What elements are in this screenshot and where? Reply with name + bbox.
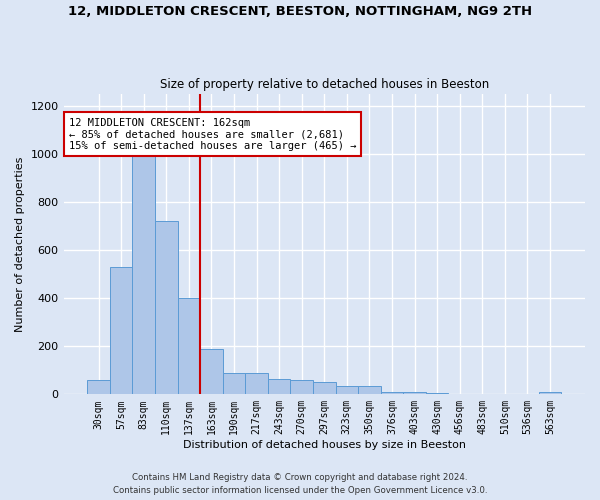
- Bar: [539, 392, 561, 394]
- Bar: [87, 380, 110, 394]
- Text: 12 MIDDLETON CRESCENT: 162sqm
← 85% of detached houses are smaller (2,681)
15% o: 12 MIDDLETON CRESCENT: 162sqm ← 85% of d…: [69, 118, 356, 151]
- Bar: [178, 298, 200, 394]
- Bar: [133, 142, 155, 394]
- X-axis label: Distribution of detached houses by size in Beeston: Distribution of detached houses by size …: [183, 440, 466, 450]
- Bar: [381, 392, 403, 394]
- Bar: [245, 372, 268, 394]
- Y-axis label: Number of detached properties: Number of detached properties: [15, 156, 25, 332]
- Bar: [290, 380, 313, 394]
- Bar: [200, 348, 223, 395]
- Bar: [426, 393, 448, 394]
- Bar: [358, 386, 381, 394]
- Text: Contains HM Land Registry data © Crown copyright and database right 2024.
Contai: Contains HM Land Registry data © Crown c…: [113, 474, 487, 495]
- Bar: [155, 221, 178, 394]
- Bar: [110, 267, 133, 394]
- Bar: [313, 382, 335, 394]
- Title: Size of property relative to detached houses in Beeston: Size of property relative to detached ho…: [160, 78, 489, 91]
- Text: 12, MIDDLETON CRESCENT, BEESTON, NOTTINGHAM, NG9 2TH: 12, MIDDLETON CRESCENT, BEESTON, NOTTING…: [68, 5, 532, 18]
- Bar: [268, 378, 290, 394]
- Bar: [223, 372, 245, 394]
- Bar: [403, 392, 426, 394]
- Bar: [335, 386, 358, 394]
